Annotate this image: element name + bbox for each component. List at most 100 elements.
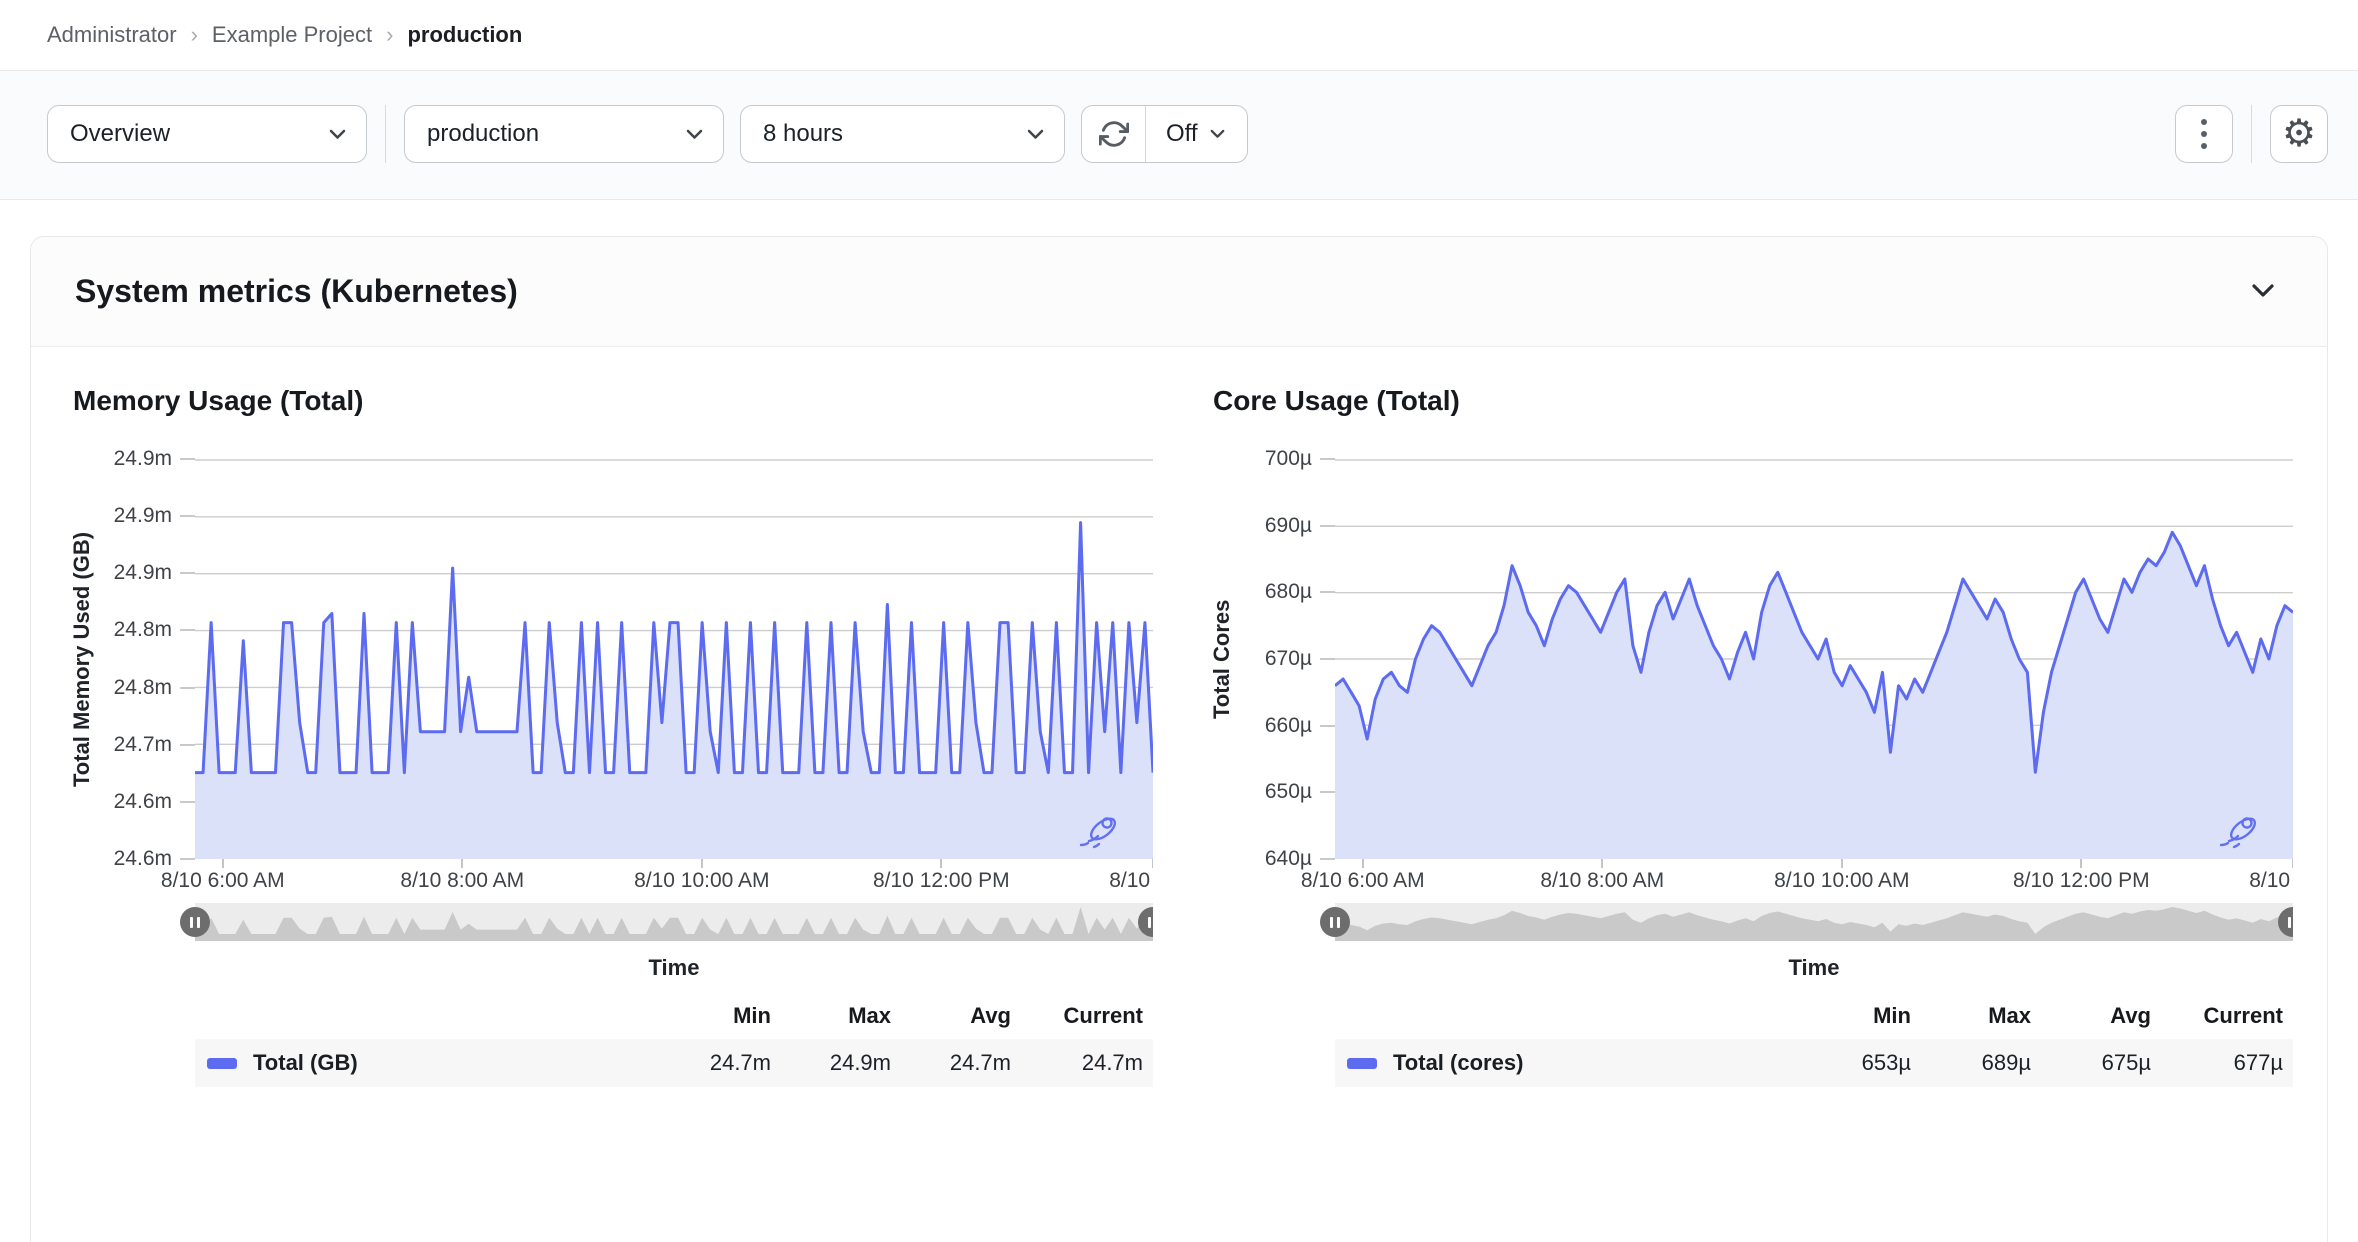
x-tick-label: 8/10 12:00 PM xyxy=(872,869,1010,892)
series-name: Total (GB) xyxy=(253,1050,358,1075)
core-usage-chart: Core Usage (Total) Total Cores 700µ 690µ 6… xyxy=(1205,385,2293,1087)
y-tick-label: 24.8m xyxy=(114,676,195,700)
chevron-down-icon xyxy=(1210,129,1224,138)
breadcrumb-cluster-current: production xyxy=(407,22,523,47)
y-tick-label: 24.8m xyxy=(114,618,195,642)
rocket-doodle-icon xyxy=(1079,817,1117,849)
kebab-icon xyxy=(2201,119,2207,149)
chart-plot-area xyxy=(195,459,1153,859)
toolbar-divider xyxy=(2251,105,2252,163)
chart-legend: Min Max Avg Current Total (GB) 24.7m 24.… xyxy=(195,995,1153,1087)
navigator-mini-chart xyxy=(195,907,1153,941)
x-axis-ticks: 8/10 6:00 AM 8/10 8:00 AM 8/10 10:00 AM 8/1… xyxy=(161,859,1153,899)
x-tick-mark xyxy=(2292,859,2293,868)
time-range-select[interactable]: 8 hours xyxy=(740,105,1065,163)
y-tick-label: 24.9m xyxy=(114,504,195,528)
x-axis-ticks: 8/10 6:00 AM 8/10 8:00 AM 8/10 10:00 AM 8/1… xyxy=(1301,859,2293,899)
x-tick-label: 8/10 12:00 PM xyxy=(2012,869,2150,892)
navigator-right-handle[interactable] xyxy=(1138,907,1153,937)
x-tick-mark xyxy=(1601,859,1604,868)
time-range-navigator[interactable] xyxy=(1320,903,2293,941)
chevron-down-icon xyxy=(329,129,346,139)
series-current: 677µ xyxy=(2233,1050,2283,1075)
navigator-left-handle[interactable] xyxy=(1320,907,1350,937)
time-range-value: 8 hours xyxy=(763,120,844,147)
x-tick-mark xyxy=(700,859,703,868)
chart-title: Core Usage (Total) xyxy=(1213,385,1460,416)
x-tick-label: 8/10 8:00 AM xyxy=(400,869,525,892)
x-tick-mark xyxy=(940,859,943,868)
chart-legend: Min Max Avg Current Total (cores) 653µ 6… xyxy=(1335,995,2293,1087)
navigator-left-handle[interactable] xyxy=(180,907,210,937)
toolbar: Overview production 8 hours Off ⚙ xyxy=(0,71,2358,200)
collapse-section-button[interactable] xyxy=(2243,275,2283,309)
series-max: 24.9m xyxy=(829,1050,891,1075)
legend-header-current: Current xyxy=(1063,1003,1143,1028)
chevron-down-icon xyxy=(686,129,703,139)
y-tick-label: 24.9m xyxy=(114,561,195,585)
cluster-select[interactable]: production xyxy=(404,105,724,163)
legend-header-min: Min xyxy=(1873,1003,1911,1028)
breadcrumb-separator: › xyxy=(386,22,394,47)
breadcrumb: Administrator › Example Project › produc… xyxy=(0,0,2358,71)
refresh-interval-value: Off xyxy=(1166,120,1198,147)
breadcrumb-project[interactable]: Example Project xyxy=(211,22,373,47)
x-tick-label: 8/10 6:00 AM xyxy=(160,869,285,892)
y-tick-label: 24.6m xyxy=(114,847,195,871)
toolbar-divider xyxy=(385,105,386,163)
refresh-icon xyxy=(1098,121,1129,147)
view-select[interactable]: Overview xyxy=(47,105,367,163)
y-axis-ticks: 700µ 690µ 680µ 670µ 660µ 650µ 640µ xyxy=(1239,447,1335,870)
x-tick-label: 8/10 10:00 AM xyxy=(1774,869,1910,892)
series-min: 653µ xyxy=(1861,1050,1911,1075)
series-color-swatch xyxy=(1347,1057,1377,1069)
series-color-swatch xyxy=(207,1057,237,1069)
legend-header-min: Min xyxy=(733,1003,771,1028)
charts-row: Memory Usage (Total) Total Memory Used (… xyxy=(31,347,2327,1087)
toolbar-more-button[interactable] xyxy=(2175,105,2233,163)
x-tick-label: 8/10 1:46 xyxy=(1109,869,1153,892)
navigator-mini-chart xyxy=(1335,907,2293,941)
settings-button[interactable]: ⚙ xyxy=(2270,105,2328,163)
y-axis-title: Total Memory Used (GB) xyxy=(69,531,94,787)
rocket-doodle-icon xyxy=(2219,817,2257,849)
navigator-right-handle[interactable] xyxy=(2278,907,2293,937)
chart-plot-area xyxy=(1335,459,2293,859)
y-tick-label: 24.7m xyxy=(114,733,195,757)
y-tick-label: 640µ xyxy=(1265,847,1335,871)
y-tick-label: 650µ xyxy=(1265,780,1335,804)
x-tick-label: 8/10 6:00 AM xyxy=(1300,869,1425,892)
series-name: Total (cores) xyxy=(1393,1050,1524,1075)
legend-header-current: Current xyxy=(2203,1003,2283,1028)
series-avg: 675µ xyxy=(2101,1050,2151,1075)
chevron-down-icon xyxy=(1027,129,1044,139)
x-tick-mark xyxy=(1840,859,1843,868)
legend-header-max: Max xyxy=(848,1003,891,1028)
chart-title: Memory Usage (Total) xyxy=(73,385,364,416)
legend-row: Total (cores) 653µ 689µ 675µ 677µ xyxy=(1335,1039,2293,1087)
x-tick-mark xyxy=(461,859,464,868)
x-tick-label: 8/10 8:00 AM xyxy=(1540,869,1665,892)
x-tick-mark xyxy=(1152,859,1153,868)
chevron-down-icon xyxy=(2252,283,2274,297)
refresh-button[interactable] xyxy=(1082,106,1146,162)
auto-refresh-control: Off xyxy=(1081,105,1248,163)
x-tick-mark xyxy=(2080,859,2083,868)
system-metrics-header[interactable]: System metrics (Kubernetes) xyxy=(31,237,2327,347)
legend-header-avg: Avg xyxy=(970,1003,1011,1028)
y-tick-label: 700µ xyxy=(1265,447,1335,471)
y-tick-label: 24.6m xyxy=(114,790,195,814)
series-max: 689µ xyxy=(1981,1050,2031,1075)
time-range-navigator[interactable] xyxy=(180,903,1153,941)
refresh-interval-select[interactable]: Off xyxy=(1146,106,1247,162)
y-tick-label: 24.9m xyxy=(114,447,195,471)
breadcrumb-separator: › xyxy=(190,22,198,47)
series-avg: 24.7m xyxy=(949,1050,1011,1075)
memory-usage-chart: Memory Usage (Total) Total Memory Used (… xyxy=(65,385,1153,1087)
section-title: System metrics (Kubernetes) xyxy=(75,273,518,309)
breadcrumb-org[interactable]: Administrator xyxy=(47,22,177,47)
y-tick-label: 660µ xyxy=(1265,714,1335,738)
x-tick-label: 8/10 10:00 AM xyxy=(634,869,770,892)
x-tick-mark xyxy=(221,859,224,868)
y-tick-label: 690µ xyxy=(1265,514,1335,538)
